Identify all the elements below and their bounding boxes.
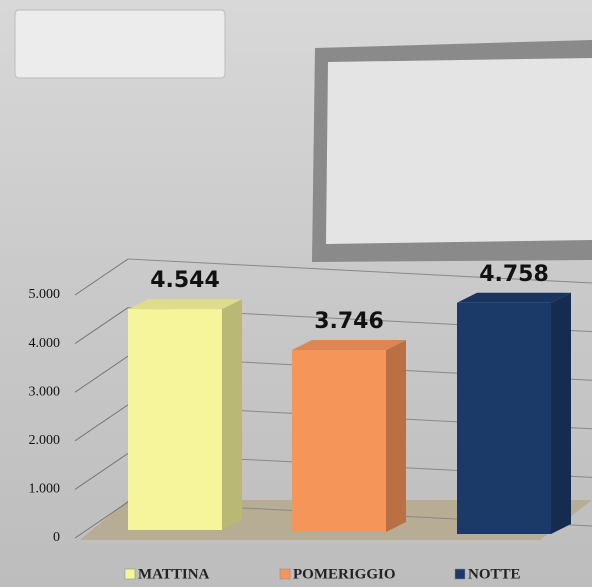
grid-line (74, 404, 129, 442)
value-label: 3.746 (314, 309, 384, 334)
bar (128, 309, 222, 530)
grid-line (74, 452, 129, 490)
y-tick-label: 1.000 (29, 482, 61, 497)
value-label: 4.758 (479, 262, 549, 287)
legend-swatch (279, 568, 291, 580)
y-tick-label: 5.000 (29, 287, 61, 302)
grid-line (127, 258, 592, 284)
bar-top (457, 292, 571, 303)
y-tick-label: 4.000 (29, 336, 61, 351)
legend-label: NOTTE (468, 566, 521, 582)
y-tick-label: 3.000 (29, 384, 61, 399)
monitor-screen (326, 58, 592, 244)
legend-swatch (124, 568, 136, 580)
bar (292, 349, 386, 532)
grid-line (74, 307, 129, 345)
y-tick-label: 2.000 (29, 433, 61, 448)
ac-unit (14, 9, 226, 79)
bar-side (551, 292, 571, 534)
bar (457, 302, 551, 534)
bar-top (128, 299, 242, 310)
bar-side (222, 299, 242, 530)
legend-label: POMERIGGIO (293, 566, 396, 582)
y-tick-label: 0 (53, 530, 60, 545)
bar-side (386, 339, 406, 532)
legend-label: MATTINA (138, 566, 210, 582)
grid-line (74, 258, 129, 296)
grid-line (74, 355, 129, 393)
bar-top (292, 339, 406, 350)
legend-swatch (454, 568, 466, 580)
value-label: 4.544 (150, 268, 220, 293)
grid-line (74, 501, 129, 539)
